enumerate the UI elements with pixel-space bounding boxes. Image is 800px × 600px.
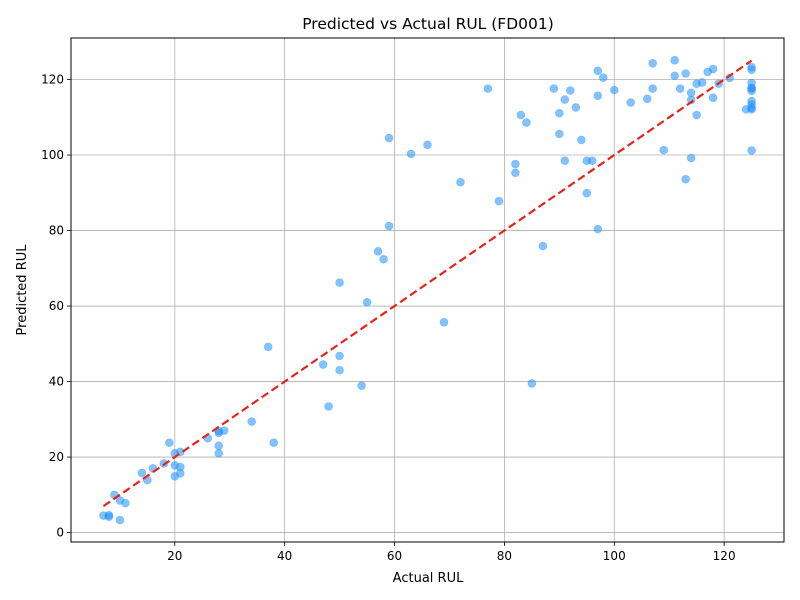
data-point	[747, 86, 756, 96]
data-point	[439, 317, 449, 327]
data-point	[263, 342, 273, 352]
data-point	[527, 379, 537, 388]
data-point	[659, 145, 669, 155]
data-point	[566, 86, 575, 95]
data-point	[593, 224, 603, 234]
x-tick-label: 120	[713, 549, 736, 563]
data-point	[176, 468, 185, 478]
data-point	[598, 73, 608, 82]
data-point	[587, 156, 597, 165]
data-point	[214, 441, 224, 451]
data-point	[692, 110, 701, 120]
data-point	[522, 118, 531, 127]
data-point	[516, 110, 526, 120]
data-point	[423, 140, 432, 150]
data-point	[121, 498, 130, 508]
grid-lines	[71, 38, 784, 542]
data-point	[675, 84, 685, 93]
data-point	[708, 93, 718, 102]
data-point	[406, 149, 416, 159]
data-point	[538, 241, 548, 251]
data-point	[648, 58, 658, 68]
data-point	[747, 65, 756, 75]
data-point	[379, 254, 388, 264]
y-tick-label: 0	[56, 526, 64, 540]
data-point	[577, 135, 586, 145]
data-point	[137, 468, 147, 478]
data-point	[626, 98, 636, 107]
data-point	[593, 91, 603, 101]
y-tick-label: 20	[49, 450, 64, 464]
reference-line-group	[102, 59, 753, 508]
plot-frame	[70, 37, 785, 543]
data-point	[456, 177, 465, 187]
data-point	[593, 66, 603, 76]
x-tick-label: 60	[387, 549, 402, 563]
y-tick-label: 120	[41, 73, 64, 87]
data-point	[686, 153, 696, 163]
x-axis-label: Actual RUL	[393, 571, 464, 586]
data-point	[681, 174, 690, 184]
data-point	[571, 103, 581, 112]
data-point	[609, 85, 619, 95]
data-point	[362, 297, 372, 307]
data-point	[357, 381, 366, 391]
x-tick-label: 20	[167, 549, 182, 563]
data-point	[165, 438, 174, 448]
data-point	[686, 88, 696, 98]
data-point	[697, 78, 707, 87]
data-point	[670, 71, 679, 81]
data-point	[555, 108, 564, 118]
x-axis-ticks: 20 40 60 80 100 120	[167, 542, 736, 563]
data-point	[104, 510, 114, 520]
y-tick-label: 60	[49, 299, 64, 313]
data-point	[115, 515, 125, 525]
reference-line	[102, 59, 753, 508]
data-point	[511, 159, 520, 169]
data-point	[555, 129, 564, 139]
data-point	[582, 188, 592, 198]
chart-title: Predicted vs Actual RUL (FD001)	[302, 15, 554, 33]
data-point	[747, 105, 756, 114]
data-point	[483, 84, 493, 93]
data-point	[318, 360, 328, 369]
data-point	[511, 168, 520, 178]
data-point	[219, 426, 229, 435]
data-point	[214, 448, 224, 458]
data-point	[560, 156, 570, 165]
data-point	[642, 94, 652, 104]
data-point	[670, 55, 679, 65]
y-tick-label: 40	[49, 375, 64, 389]
data-point	[681, 69, 690, 78]
data-point	[269, 438, 278, 448]
data-point	[335, 278, 344, 287]
data-point	[335, 365, 344, 375]
data-point	[708, 64, 718, 74]
data-point	[247, 417, 257, 426]
x-tick-label: 40	[277, 549, 292, 563]
data-point	[335, 351, 344, 361]
x-tick-label: 100	[603, 549, 626, 563]
data-point	[384, 133, 394, 143]
y-tick-label: 100	[41, 148, 64, 162]
x-tick-label: 80	[497, 549, 512, 563]
data-point	[560, 95, 570, 104]
y-axis-label: Predicted RUL	[15, 244, 30, 336]
data-point	[373, 247, 383, 256]
data-point	[648, 84, 658, 93]
data-points	[99, 55, 756, 525]
data-point	[549, 84, 559, 93]
data-point	[384, 221, 394, 231]
y-axis-ticks: 0 20 40 60 80 100 120	[41, 73, 71, 540]
data-point	[494, 196, 504, 206]
data-point	[747, 146, 756, 155]
y-tick-label: 80	[49, 224, 64, 238]
data-point	[324, 402, 333, 411]
